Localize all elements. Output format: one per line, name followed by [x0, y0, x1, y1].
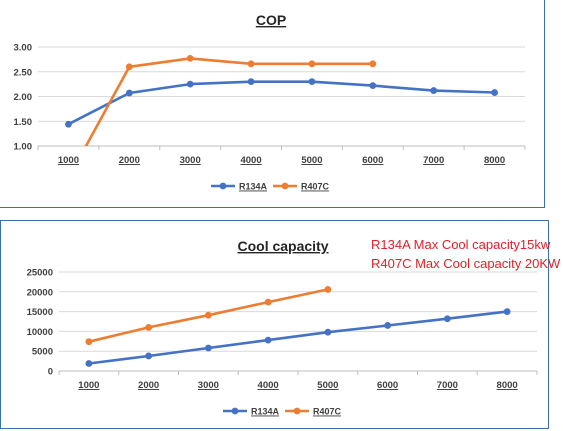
data-point-r407c — [247, 60, 255, 68]
x-tick-label: 2000 — [138, 380, 159, 391]
x-tick-label: 7000 — [423, 155, 444, 166]
y-tick-label: 1.00 — [14, 142, 33, 153]
annotation-r134a-max: R134A Max Cool capacity15kw — [371, 237, 551, 252]
y-tick-label: 10000 — [27, 327, 53, 338]
cop-chart-panel: COP 1.00 1.50 2.00 2.50 3.00 1000 2000 3000 4000 5… — [0, 0, 545, 208]
x-tick-label: 4000 — [240, 155, 261, 166]
data-point-r134a — [145, 352, 153, 360]
data-point-r407c — [369, 60, 377, 68]
data-point-r134a — [264, 336, 272, 344]
y-tick-label: 3.00 — [14, 43, 33, 54]
annotation-r407c-max: R407C Max Cool capacity 20KW — [371, 256, 561, 271]
data-point-r407c — [85, 338, 93, 346]
x-tick-label: 1000 — [58, 155, 79, 166]
y-tick-label: 25000 — [27, 268, 53, 279]
data-point-r134a — [369, 82, 377, 90]
cool-capacity-chart-panel: Cool capacity 0 5000 10000 15000 20000 25000 10… — [0, 220, 560, 429]
y-tick-label: 2.00 — [14, 92, 33, 103]
legend-marker-r407c — [293, 407, 301, 415]
data-point-r134a — [491, 89, 498, 96]
x-tick-label: 5000 — [301, 155, 322, 166]
x-tick-label: 6000 — [377, 380, 398, 391]
data-point-r134a — [503, 308, 511, 315]
data-point-r134a — [430, 87, 438, 94]
data-point-r134a — [324, 328, 332, 336]
series-line-r134a — [88, 310, 508, 365]
y-tick-label: 1.50 — [14, 117, 33, 128]
data-point-r134a — [384, 322, 392, 329]
y-tick-label: 5000 — [32, 347, 53, 358]
x-tick-label: 3000 — [198, 380, 219, 391]
x-tick-label: 6000 — [362, 155, 383, 166]
legend-label-r407c: R407C — [301, 182, 330, 192]
data-point-r134a — [65, 120, 72, 128]
data-point-r407c — [308, 60, 316, 68]
data-point-r407c — [264, 298, 272, 306]
x-tick-label: 3000 — [180, 155, 201, 166]
data-point-r134a — [247, 78, 255, 86]
data-point-r407c — [145, 324, 153, 331]
series-line-r134a — [67, 80, 495, 126]
data-point-r134a — [204, 344, 212, 352]
legend-marker-r134a — [219, 182, 227, 190]
x-tick-label: 8000 — [484, 155, 505, 166]
legend-label-r134a: R134A — [251, 407, 280, 417]
data-point-r407c — [324, 286, 332, 293]
data-point-r134a — [125, 89, 133, 97]
legend-label-r407c: R407C — [313, 407, 342, 417]
legend-label-r134a: R134A — [239, 182, 268, 192]
x-tick-label: 5000 — [317, 380, 338, 391]
chart-title: COP — [256, 12, 286, 28]
series-line-r407c — [84, 57, 373, 146]
x-tick-label: 1000 — [78, 380, 99, 391]
y-tick-label: 15000 — [27, 307, 53, 318]
data-point-r134a — [186, 80, 194, 88]
y-tick-label: 2.50 — [14, 67, 33, 78]
legend-marker-r134a — [231, 407, 239, 415]
data-point-r407c — [125, 63, 133, 71]
x-tick-label: 4000 — [258, 380, 279, 391]
data-point-r134a — [308, 78, 316, 86]
x-tick-label: 2000 — [119, 155, 140, 166]
data-point-r134a — [443, 315, 451, 323]
x-tick-label: 8000 — [497, 380, 518, 391]
x-tick-label: 7000 — [437, 380, 458, 391]
y-tick-label: 20000 — [27, 287, 53, 298]
data-point-r134a — [85, 360, 93, 367]
y-tick-label: 0 — [48, 367, 53, 378]
chart-title: Cool capacity — [237, 238, 328, 254]
data-point-r407c — [186, 54, 194, 62]
legend-marker-r407c — [281, 182, 289, 190]
cop-chart: COP 1.00 1.50 2.00 2.50 3.00 1000 2000 3000 4000 5… — [14, 12, 526, 192]
cool-capacity-chart: Cool capacity 0 5000 10000 15000 20000 25000 10… — [27, 238, 538, 417]
data-point-r407c — [204, 311, 212, 319]
